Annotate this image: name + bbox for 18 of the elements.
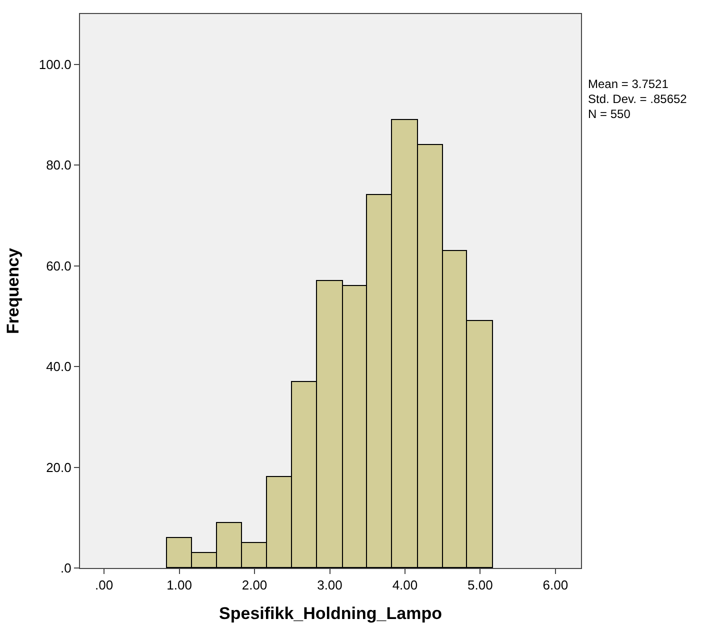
x-tick-label: .00 [95,578,114,593]
x-tick-label: 5.00 [468,578,493,593]
x-tick-label: 6.00 [542,578,568,593]
x-tick-label: 1.00 [166,578,192,593]
text: N = 550 [588,107,631,121]
y-tick-label: .0 [60,560,72,576]
x-tick-label: 2.00 [242,578,268,593]
x-tick-label: 3.00 [317,578,342,593]
y-axis-title: Frequency [3,247,22,334]
y-tick-label: 40.0 [46,359,72,374]
text: Mean = 3.7521 [588,77,669,91]
y-tick-label: 20.0 [46,460,72,475]
x-axis-title: Spesifikk_Holdning_Lampo [219,604,442,623]
y-tick-label: 80.0 [46,158,72,173]
x-tick-label: 4.00 [392,578,418,593]
y-tick-label: 100.0 [38,56,72,72]
text: Std. Dev. = .85652 [588,92,688,106]
y-tick-label: 60.0 [46,258,72,274]
